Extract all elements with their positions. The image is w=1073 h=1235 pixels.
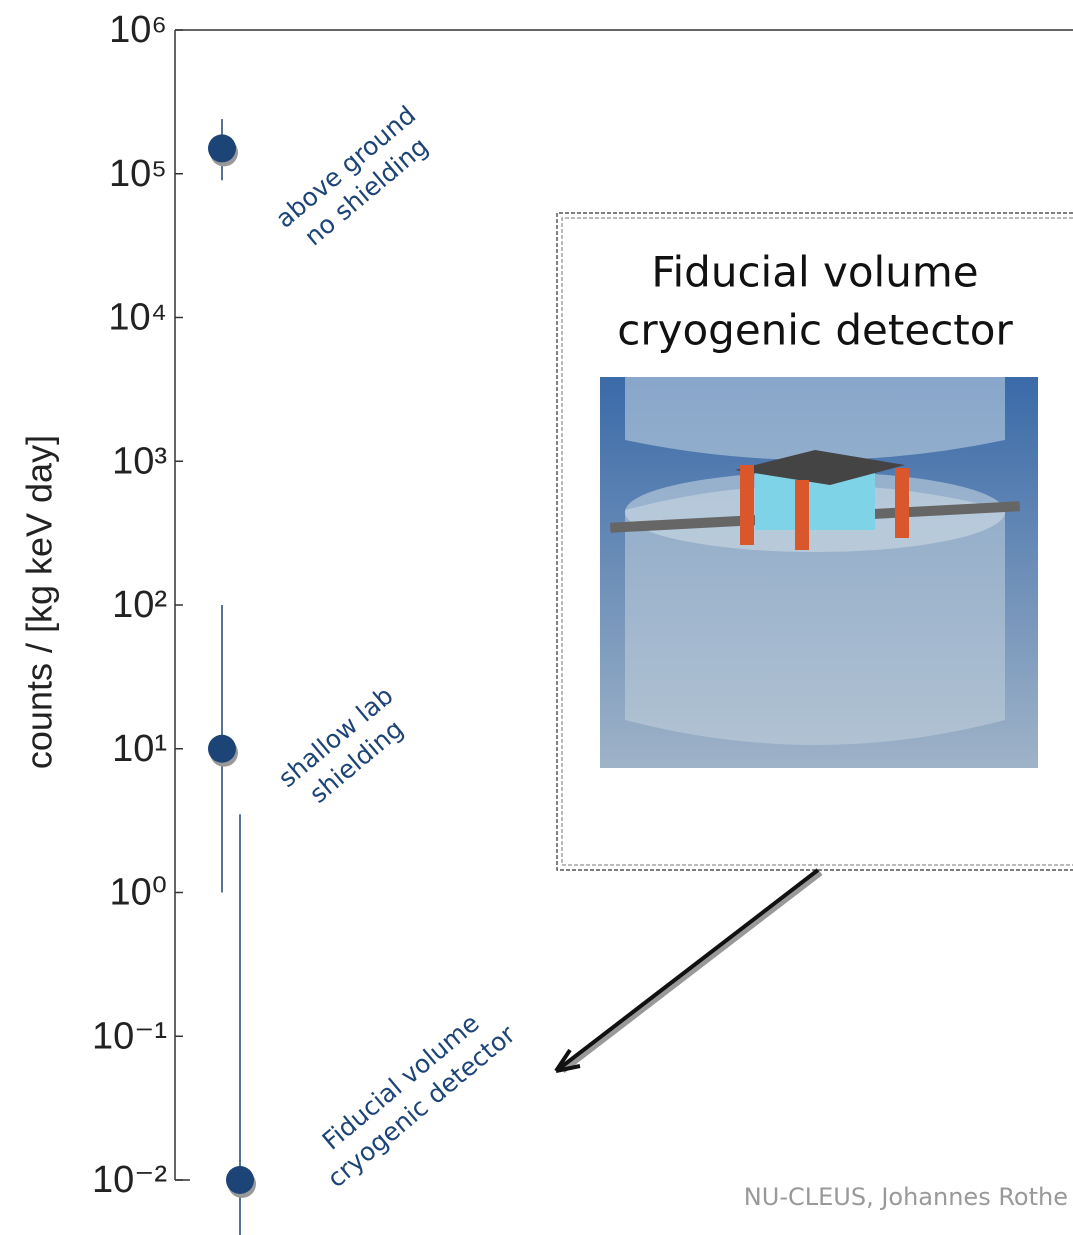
point xyxy=(208,734,236,763)
y-tick-label: 10⁰ xyxy=(109,872,167,914)
arrow-head xyxy=(554,1048,581,1073)
y-tick-label: 10⁻² xyxy=(92,1159,167,1201)
y-tick-label: 10² xyxy=(112,584,167,626)
detector-image xyxy=(600,377,1038,768)
inset-frame xyxy=(561,217,1073,866)
point xyxy=(208,134,236,163)
y-tick-label: 10¹ xyxy=(112,728,167,770)
y-tick-label: 10⁻¹ xyxy=(92,1015,167,1057)
arrow-shadow xyxy=(561,871,823,1073)
inset: Fiducial volume cryogenic detector xyxy=(556,212,1073,871)
y-tick-label: 10⁴ xyxy=(108,297,167,339)
credit: NU-CLEUS, Johannes Rothe xyxy=(744,1183,1068,1211)
y-axis-label: counts / [kg keV day] xyxy=(19,435,60,769)
inset-title: cryogenic detector xyxy=(617,306,1013,355)
y-tick-label: 10⁶ xyxy=(109,9,167,51)
y-tick-label: 10⁵ xyxy=(109,153,167,195)
arrow xyxy=(558,868,820,1070)
y-tick-label: 10³ xyxy=(112,440,167,482)
inset-title: Fiducial volume xyxy=(651,248,978,297)
point xyxy=(226,1166,254,1194)
